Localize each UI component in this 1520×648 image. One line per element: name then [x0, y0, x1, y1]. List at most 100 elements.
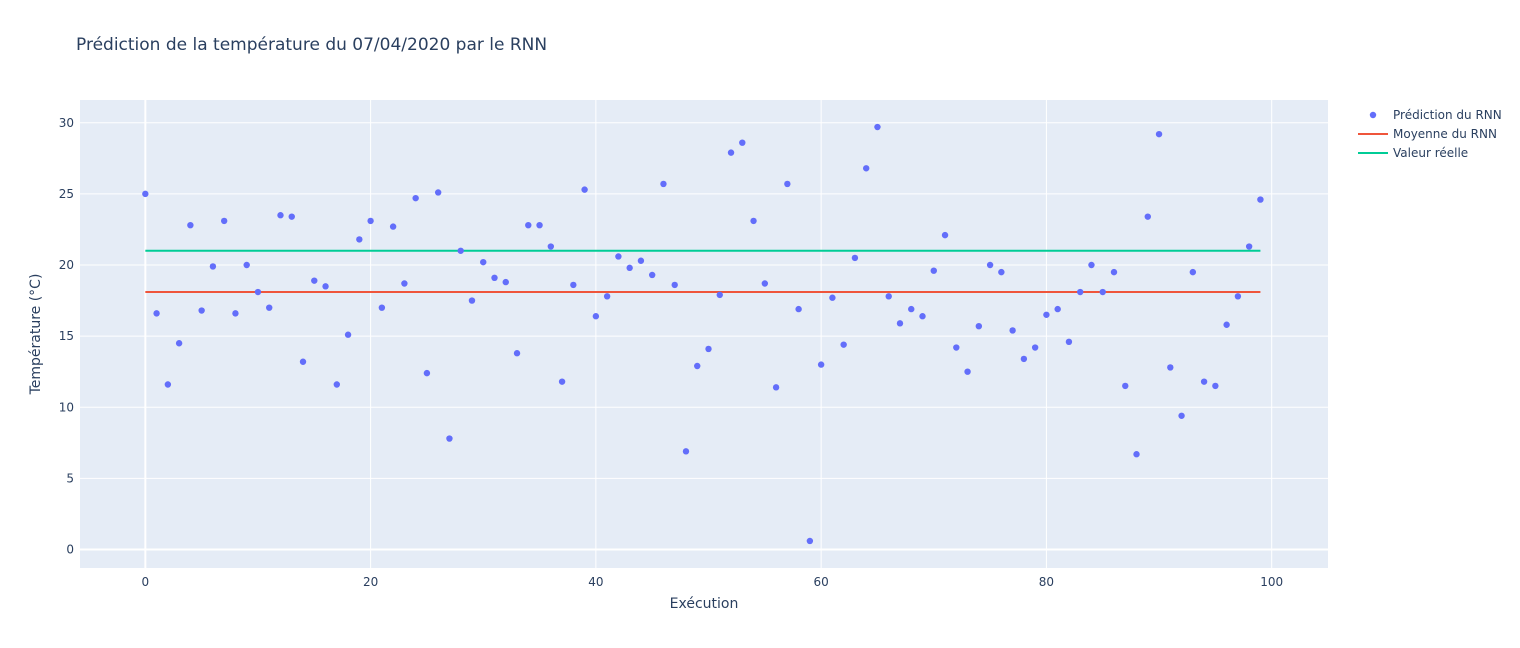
data-point [356, 236, 363, 243]
legend-label: Prédiction du RNN [1393, 108, 1502, 122]
data-point [682, 448, 690, 455]
data-point [570, 281, 577, 289]
data-point [243, 261, 250, 269]
data-point [1099, 288, 1106, 296]
data-point [513, 350, 521, 357]
data-point [412, 194, 419, 202]
data-point [1155, 130, 1163, 138]
y-axis-ticks: 0 5 10 15 20 25 30 [59, 116, 74, 557]
data-point [862, 165, 870, 172]
y-tick-label: 25 [59, 187, 74, 201]
data-point [277, 212, 284, 219]
data-point [468, 297, 476, 304]
data-point [795, 305, 802, 313]
data-point [930, 267, 937, 274]
data-point [1245, 243, 1253, 250]
x-tick-label: 20 [363, 575, 378, 589]
data-point [254, 288, 262, 296]
series-lines [145, 249, 1261, 294]
plot-area [142, 123, 1264, 545]
data-point [266, 304, 273, 311]
x-axis-title: Exécution [670, 596, 739, 612]
data-point [648, 271, 656, 279]
data-point [694, 362, 701, 370]
data-point [378, 304, 386, 311]
legend-label: Moyenne du RNN [1393, 127, 1497, 141]
data-point [817, 361, 825, 368]
data-point [480, 258, 487, 266]
data-point [153, 310, 160, 317]
data-point [1257, 196, 1264, 203]
data-point [964, 368, 971, 375]
data-point [784, 180, 791, 188]
legend[interactable]: Prédiction du RNN Moyenne du RNN Valeur ré… [1358, 108, 1502, 160]
x-axis-ticks: 0 20 40 60 80 100 [142, 575, 1284, 589]
data-point [772, 384, 780, 391]
data-point [660, 180, 667, 188]
data-point [1031, 344, 1039, 351]
data-point [885, 293, 892, 300]
data-point [525, 221, 532, 229]
legend-swatch [1369, 111, 1377, 119]
plot-background [80, 100, 1328, 568]
data-point [806, 537, 814, 545]
data-point [626, 264, 633, 272]
data-point [896, 320, 904, 327]
data-point [142, 190, 149, 198]
data-point [1223, 321, 1230, 328]
data-point [536, 221, 543, 229]
y-tick-label: 15 [59, 329, 74, 343]
data-point [311, 277, 318, 284]
data-point [333, 381, 341, 388]
data-point [1200, 378, 1208, 385]
data-point [1122, 382, 1129, 390]
data-point [840, 341, 847, 348]
data-point [603, 293, 611, 300]
data-point [851, 254, 859, 262]
data-point [615, 253, 622, 260]
x-tick-label: 100 [1260, 575, 1283, 589]
data-point [558, 378, 566, 385]
series-markers [142, 123, 1264, 545]
legend-item[interactable]: Valeur réelle [1358, 146, 1468, 160]
y-tick-label: 30 [59, 116, 74, 130]
data-point [750, 217, 757, 225]
data-point [941, 231, 949, 239]
data-point [874, 123, 881, 131]
data-point [671, 281, 678, 289]
data-point [491, 274, 498, 282]
data-point [953, 344, 960, 351]
data-point [1020, 355, 1028, 363]
data-point [434, 189, 442, 196]
legend-item[interactable]: Prédiction du RNN [1369, 108, 1502, 122]
data-point [1009, 327, 1016, 334]
data-point [175, 340, 183, 347]
data-point [1178, 412, 1185, 419]
data-point [1189, 268, 1197, 276]
x-tick-label: 80 [1039, 575, 1054, 589]
data-point [187, 221, 194, 229]
data-point [288, 213, 295, 220]
chart-title: Prédiction de la température du 07/04/20… [76, 35, 547, 55]
data-point [1144, 213, 1151, 220]
data-point [739, 139, 746, 146]
data-point [502, 278, 509, 286]
legend-item[interactable]: Moyenne du RNN [1358, 127, 1497, 141]
data-point [322, 283, 329, 290]
gridlines [80, 100, 1328, 568]
data-point [592, 313, 600, 320]
data-point [1054, 305, 1061, 313]
y-tick-label: 5 [66, 471, 74, 485]
data-point [457, 247, 464, 254]
data-point [401, 280, 408, 287]
data-point [581, 186, 588, 193]
data-point [423, 369, 431, 377]
data-point [389, 223, 397, 230]
y-tick-label: 10 [59, 400, 74, 414]
data-point [975, 322, 983, 330]
data-point [1167, 364, 1174, 371]
data-point [1043, 311, 1050, 318]
data-point [209, 263, 217, 270]
data-point [908, 305, 915, 313]
